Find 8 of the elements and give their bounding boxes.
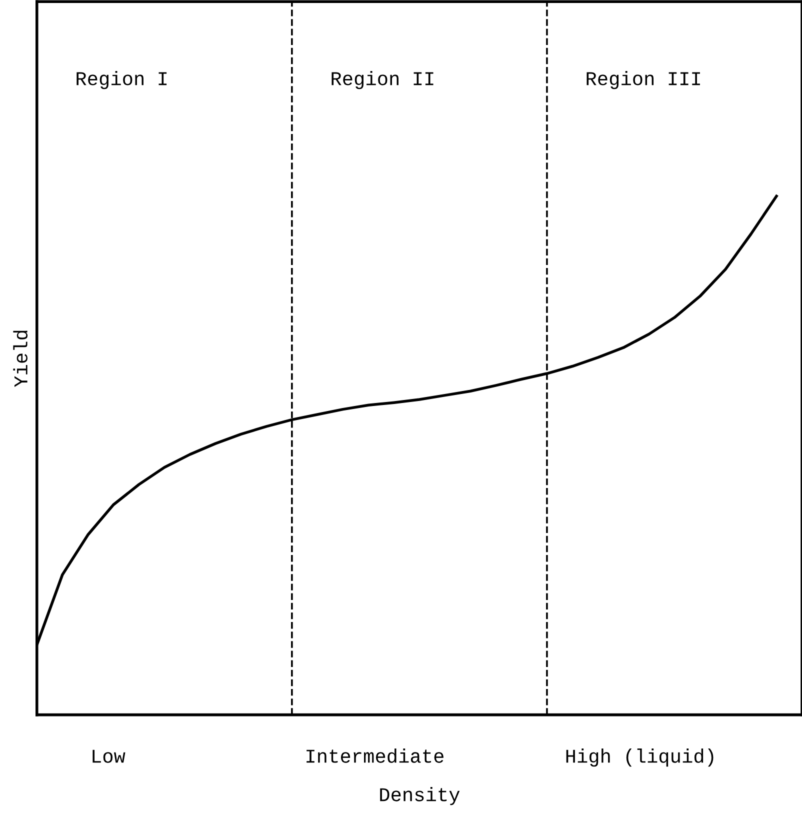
text: Low — [92, 750, 126, 763]
text: Intermediate — [306, 748, 444, 763]
text: Region I — [76, 71, 167, 90]
y-axis-title: Yield — [13, 330, 28, 388]
text: Region III — [586, 71, 700, 90]
x-axis-title: Density — [380, 787, 460, 806]
text: High (liquid) — [566, 748, 714, 767]
text: Region II — [332, 71, 434, 90]
